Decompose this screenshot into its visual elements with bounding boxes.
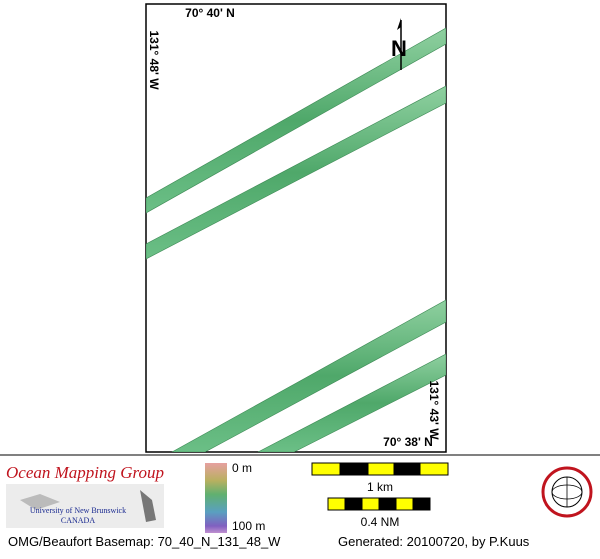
north-arrow: N [391, 18, 407, 70]
lat-top: 70° 40' N [185, 6, 235, 20]
scale-bars: 1 km 0.4 NM [311, 462, 449, 529]
swaths [146, 27, 446, 452]
footer-basemap: OMG/Beaufort Basemap: 70_40_N_131_48_W [8, 534, 281, 549]
country: CANADA [61, 516, 95, 525]
scale-nm: 0.4 NM [361, 515, 400, 529]
lat-bottom: 70° 38' N [383, 435, 433, 449]
lon-right: 131° 43' W [427, 380, 441, 440]
footer-generated: Generated: 20100720, by P.Kuus [338, 534, 530, 549]
depth-bottom: 100 m [232, 519, 265, 533]
north-label: N [391, 36, 407, 61]
university: University of New Brunswick [30, 506, 126, 515]
depth-top: 0 m [232, 461, 252, 475]
depth-legend: 0 m 100 m [205, 461, 265, 533]
institution-seal [541, 466, 593, 518]
map-frame: 70° 40' N 70° 38' N 131° 48' W 131° 43' … [145, 3, 447, 453]
org-logo: Ocean Mapping Group University of New Br… [6, 463, 164, 528]
lon-left: 131° 48' W [147, 30, 161, 90]
org-name: Ocean Mapping Group [6, 463, 164, 482]
scale-km: 1 km [367, 480, 393, 494]
